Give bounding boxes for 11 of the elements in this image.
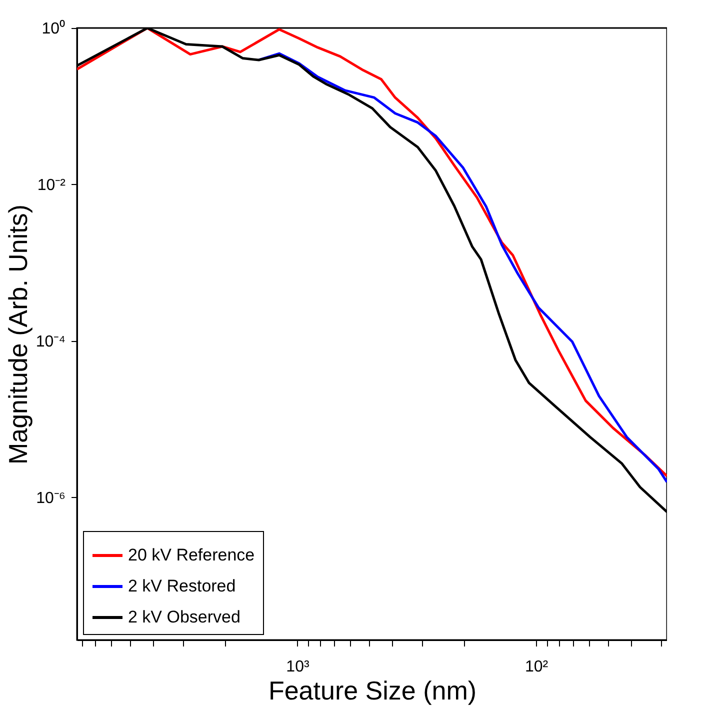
legend-label: 20 kV Reference <box>128 546 255 564</box>
y-tick-label: 10⁻⁴ <box>36 333 66 350</box>
y-tick-label: 10⁰ <box>42 20 66 38</box>
legend-label: 2 kV Restored <box>128 576 236 596</box>
y-axis-title: Magnitude (Arb. Units) <box>2 204 33 465</box>
x-tick-label: 10³ <box>286 658 310 676</box>
y-tick-label: 10⁻⁶ <box>36 490 66 507</box>
y-tick-label: 10⁻² <box>37 176 66 194</box>
legend-label: 2 kV Observed <box>128 608 240 626</box>
x-tick-label: 10² <box>525 658 549 676</box>
x-axis-title: Feature Size (nm) <box>268 676 477 706</box>
